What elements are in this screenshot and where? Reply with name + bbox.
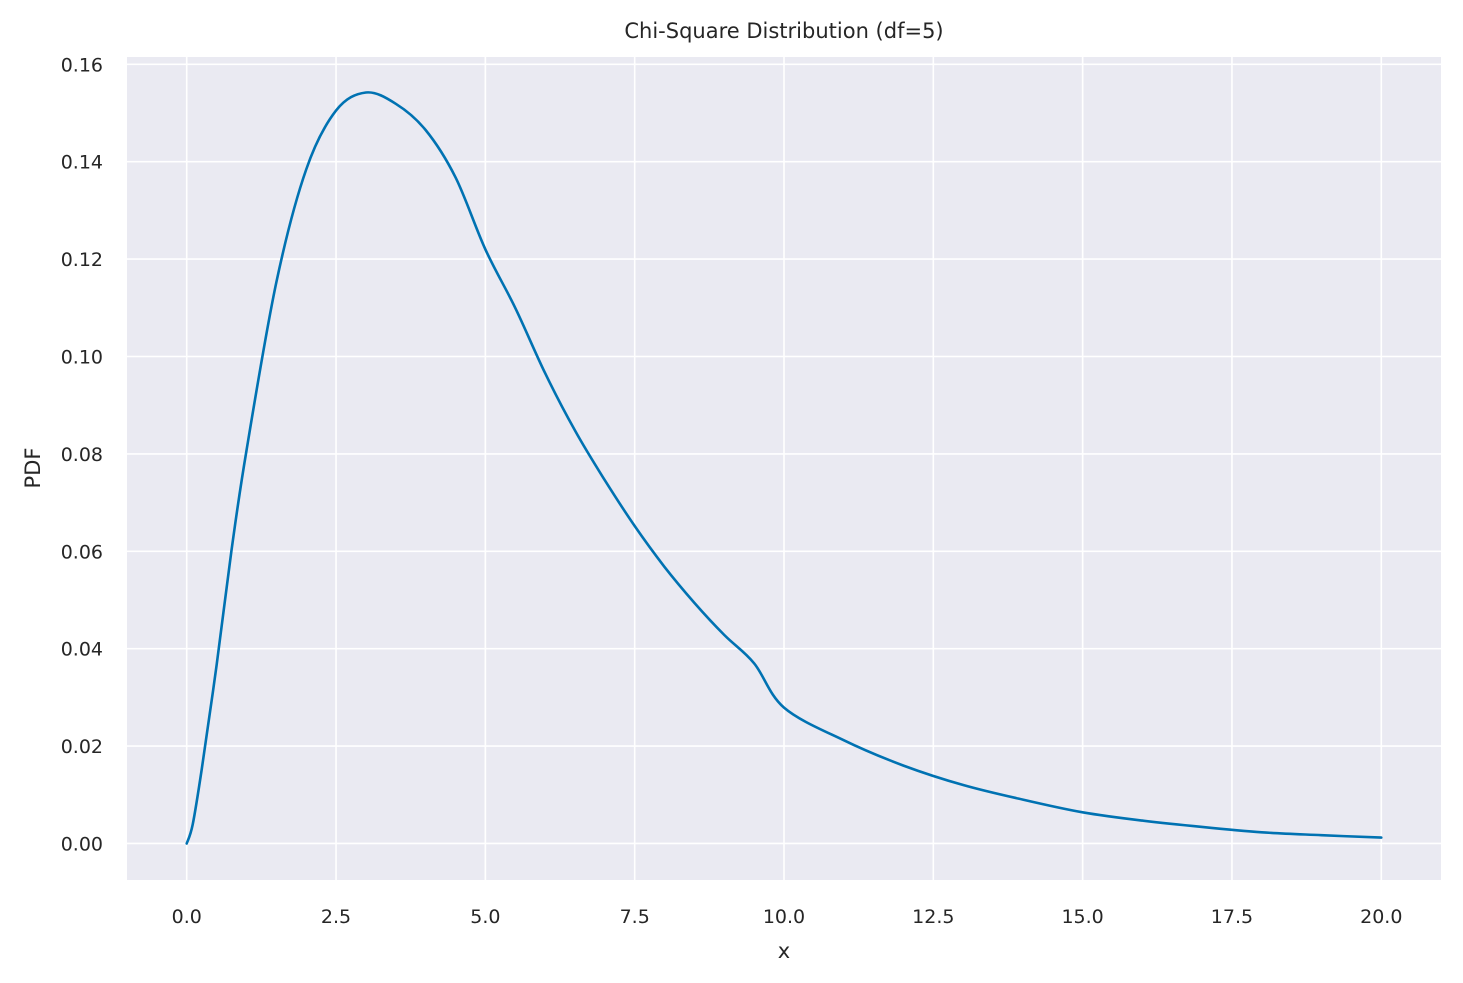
y-tick-label: 0.12 [61, 249, 103, 271]
x-tick-label: 17.5 [1211, 906, 1253, 928]
x-tick-label: 20.0 [1360, 906, 1402, 928]
y-tick-label: 0.10 [61, 346, 103, 368]
x-axis-label: x [778, 939, 790, 963]
x-tick-label: 10.0 [763, 906, 805, 928]
y-tick-label: 0.08 [61, 444, 103, 466]
y-tick-label: 0.02 [61, 736, 103, 758]
y-tick-labels: 0.00 0.02 0.04 0.06 0.08 0.10 0.12 0.14 0.16 [61, 54, 103, 855]
x-tick-label: 7.5 [620, 906, 650, 928]
x-tick-label: 2.5 [321, 906, 351, 928]
x-tick-label: 12.5 [912, 906, 954, 928]
x-tick-label: 5.0 [470, 906, 500, 928]
y-tick-label: 0.04 [61, 639, 103, 661]
grid [127, 57, 1441, 880]
pdf-line [185, 91, 1383, 845]
x-tick-labels: 0.0 2.5 5.0 7.5 10.0 12.5 15.0 17.5 20.0 [172, 906, 1403, 928]
series-layer [185, 91, 1383, 845]
y-tick-label: 0.06 [61, 541, 103, 563]
y-tick-label: 0.14 [61, 152, 103, 174]
y-axis-label: PDF [21, 448, 45, 489]
y-tick-label: 0.00 [61, 833, 103, 855]
x-tick-label: 0.0 [172, 906, 202, 928]
y-tick-label: 0.16 [61, 54, 103, 76]
x-tick-label: 15.0 [1061, 906, 1103, 928]
chart-title: Chi-Square Distribution (df=5) [624, 19, 943, 43]
